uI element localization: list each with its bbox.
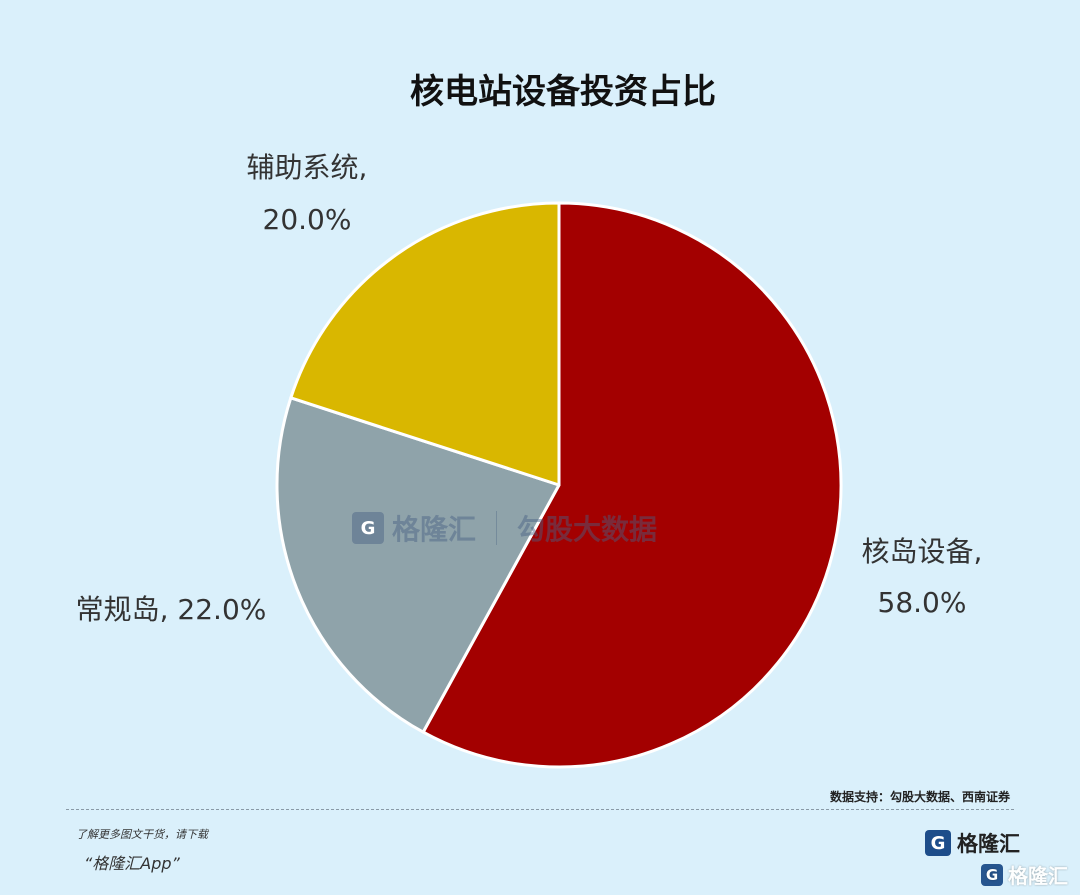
footer-promo-line2: “格隆汇App”	[84, 854, 180, 873]
brand-logo-icon: G	[981, 863, 1003, 886]
corner-watermark-text: 格隆汇	[1008, 864, 1068, 888]
footer-logo-text: 格隆汇	[957, 832, 1020, 856]
data-label-conventional-island: 常规岛, 22.0%	[76, 593, 267, 626]
pie-slice-3	[289, 201, 561, 487]
footer-divider	[66, 809, 1014, 810]
data-label-nuclear-island-value: 58.0%	[878, 586, 967, 619]
data-label-auxiliary-name: 辅助系统,	[247, 151, 368, 184]
data-label-auxiliary-value: 20.0%	[263, 203, 352, 236]
corner-watermark: G 格隆汇	[981, 860, 1068, 889]
footer-logo: G 格隆汇	[925, 828, 1020, 858]
footer-promo: 了解更多图文干货，请下载 “格隆汇App”	[76, 826, 208, 874]
pie-slice-2	[275, 396, 561, 734]
pie-slice-1	[421, 201, 843, 769]
data-source: 数据支持：勾股大数据、西南证券	[829, 790, 1010, 804]
data-label-nuclear-island-name: 核岛设备,	[862, 535, 983, 568]
footer-promo-line1: 了解更多图文干货，请下载	[76, 828, 208, 841]
chart-title: 核电站设备投资占比	[410, 72, 716, 112]
brand-logo-icon: G	[925, 830, 951, 856]
